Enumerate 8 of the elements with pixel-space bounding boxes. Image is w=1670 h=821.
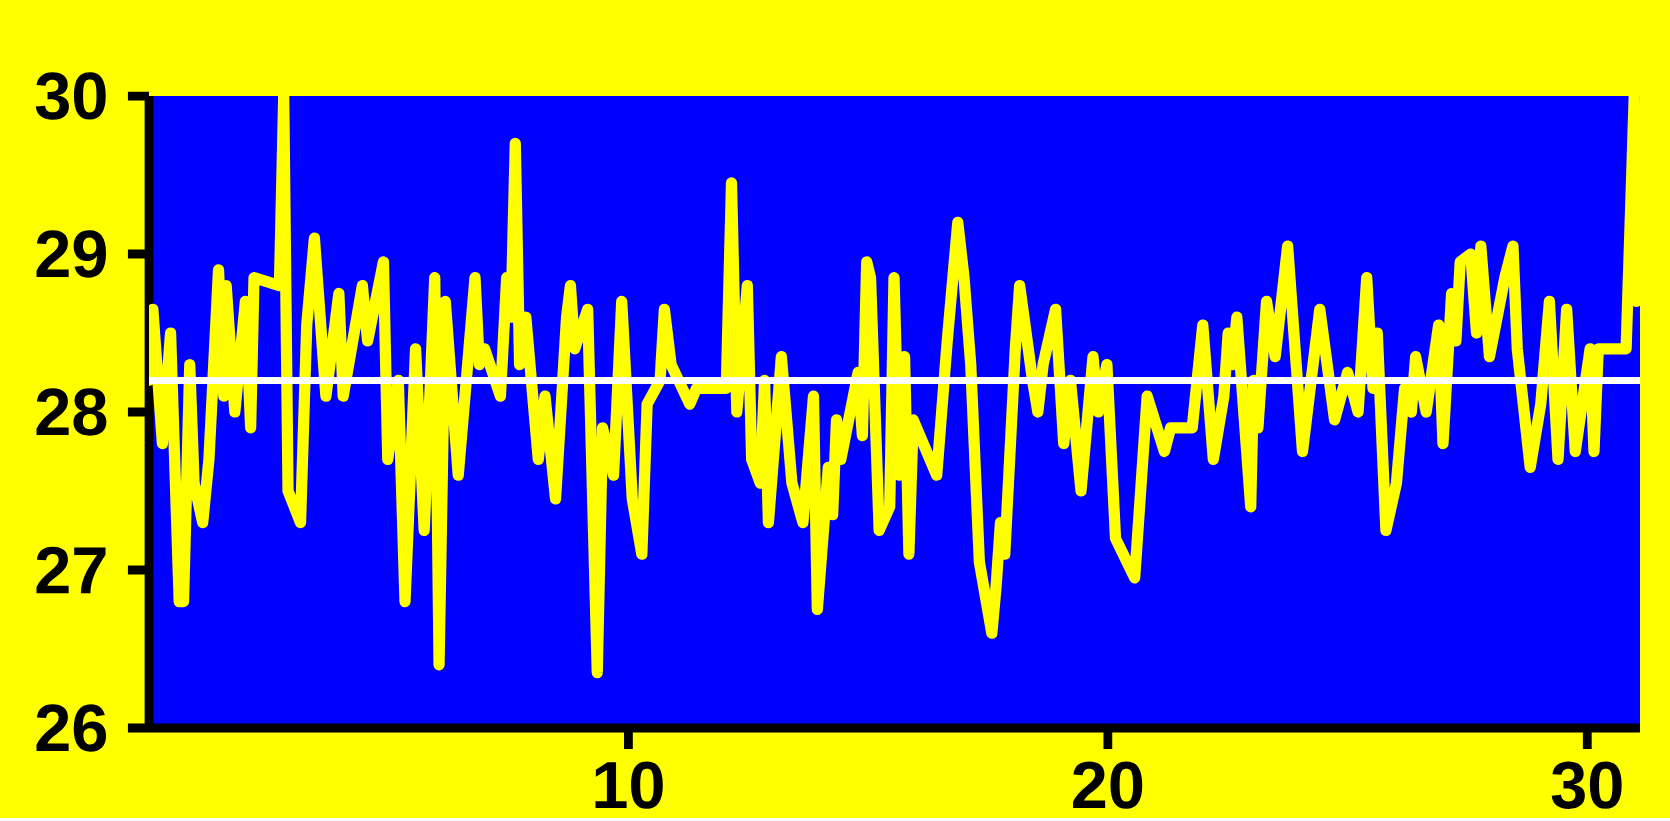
x-tick-label: 30 xyxy=(1551,761,1622,810)
y-tick-label: 30 xyxy=(35,72,106,120)
y-tick-label: 29 xyxy=(36,230,106,278)
x-tick-label: 10 xyxy=(595,761,663,809)
y-tick-label: 27 xyxy=(36,546,106,594)
y-tick-label: 26 xyxy=(36,704,107,752)
x-tick-label: 20 xyxy=(1073,761,1143,809)
y-tick-label: 28 xyxy=(36,388,107,436)
